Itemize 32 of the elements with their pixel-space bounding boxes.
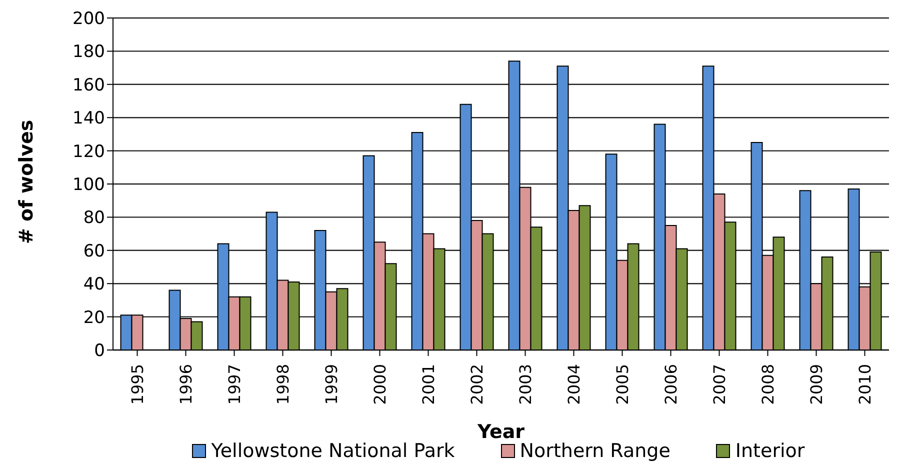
x-tick-label: 2002 <box>467 364 486 405</box>
y-tick-label: 120 <box>72 142 105 162</box>
x-tick-label: 1998 <box>273 364 292 405</box>
x-tick-label: 2008 <box>758 364 778 405</box>
x-tick-label: 2001 <box>418 364 438 405</box>
x-tick-label: 2000 <box>370 364 390 405</box>
x-tick-label: 2004 <box>564 364 584 405</box>
legend-label: Yellowstone National Park <box>210 440 455 462</box>
x-tick-label: 2007 <box>710 364 729 405</box>
x-tick-label: 2005 <box>612 364 632 405</box>
x-tick-label: 2009 <box>806 364 826 405</box>
legend-label: Interior <box>734 440 805 462</box>
x-tick-label: 1997 <box>224 364 244 405</box>
y-axis-title: # of wolves <box>16 120 38 244</box>
y-tick-label: 180 <box>72 42 105 62</box>
x-tick-label: 2010 <box>855 364 874 405</box>
y-tick-label: 0 <box>94 341 105 362</box>
y-tick-label: 160 <box>72 75 105 96</box>
y-tick-label: 20 <box>83 308 105 328</box>
y-tick-label: 60 <box>83 241 105 262</box>
x-tick-label: 2006 <box>661 364 680 405</box>
x-tick-label: 1999 <box>322 364 341 405</box>
y-tick-label: 140 <box>72 108 105 129</box>
y-tick-label: 40 <box>83 274 105 295</box>
legend-label: Northern Range <box>518 440 670 462</box>
x-tick-label: 1996 <box>176 364 196 405</box>
y-tick-label: 80 <box>83 208 105 228</box>
x-tick-label: 2003 <box>516 364 535 405</box>
y-tick-label: 200 <box>72 9 105 30</box>
x-axis-title: Year <box>476 421 526 443</box>
y-tick-label: 100 <box>72 175 105 196</box>
x-tick-label: 1995 <box>128 364 147 405</box>
